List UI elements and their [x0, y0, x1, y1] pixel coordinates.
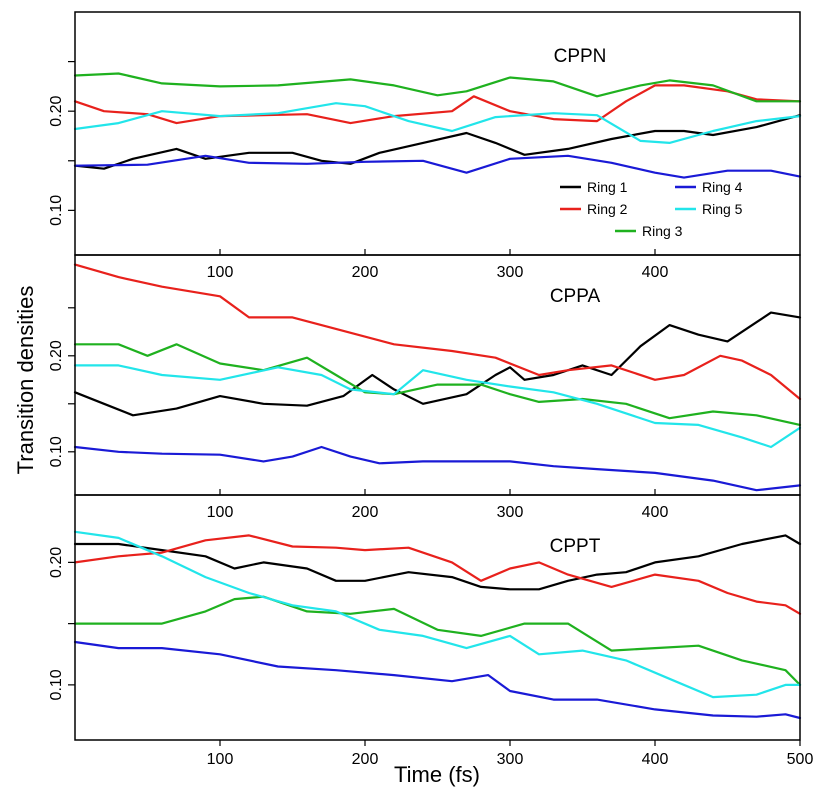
x-tick-label: 200 — [352, 751, 379, 768]
x-tick-label: 300 — [497, 504, 524, 521]
x-tick-label: 300 — [497, 264, 524, 281]
x-tick-label: 400 — [642, 264, 669, 281]
x-tick-label: 500 — [787, 751, 814, 768]
y-axis-label: Transition densities — [13, 286, 38, 475]
y-tick-label: 0.20 — [48, 340, 65, 371]
panel-cppn: 100 200 300 400 0.10 0.20 CPPN — [48, 11, 802, 281]
legend-label: Ring 2 — [587, 201, 628, 217]
series-line-ring-1 — [73, 114, 802, 170]
series-line-ring-3 — [73, 343, 802, 426]
series-line-ring-3 — [73, 595, 802, 686]
x-tick-label: 300 — [497, 751, 524, 768]
x-tick-label: 400 — [642, 751, 669, 768]
panel-title: CPPN — [554, 46, 607, 67]
y-tick-label: 0.10 — [48, 195, 65, 226]
series-line-ring-4 — [73, 445, 802, 492]
x-tick-label: 200 — [352, 264, 379, 281]
legend-label: Ring 3 — [642, 223, 683, 239]
y-tick-label: 0.20 — [48, 547, 65, 578]
series-line-ring-5 — [73, 102, 802, 144]
panel-title: CPPT — [550, 536, 601, 557]
panel-cppa: 100 200 300 400 0.10 0.20 CPPA — [48, 254, 802, 521]
series-line-ring-2 — [73, 84, 802, 125]
x-tick-label: 200 — [352, 504, 379, 521]
legend: Ring 1 Ring 2 Ring 3 Ring 4 Ring 5 — [560, 179, 743, 239]
series-line-ring-3 — [73, 72, 802, 103]
x-tick-label: 400 — [642, 504, 669, 521]
panel-cppt: 100 200 300 400 500 0.10 0.20 CPPT — [48, 494, 814, 768]
series-line-ring-2 — [73, 263, 802, 401]
panel-frame — [74, 11, 801, 256]
x-axis-label: Time (fs) — [394, 762, 480, 787]
x-tick-label: 100 — [207, 751, 234, 768]
series-line-ring-1 — [73, 311, 802, 417]
legend-label: Ring 4 — [702, 179, 743, 195]
panel-title: CPPA — [550, 286, 601, 307]
y-tick-label: 0.10 — [48, 436, 65, 467]
series-line-ring-5 — [73, 364, 802, 449]
y-tick-label: 0.10 — [48, 669, 65, 700]
panel-frame — [74, 494, 801, 741]
y-tick-label: 0.20 — [48, 96, 65, 127]
series-line-ring-4 — [73, 154, 802, 179]
legend-label: Ring 1 — [587, 179, 628, 195]
legend-label: Ring 5 — [702, 201, 743, 217]
series-line-ring-5 — [73, 530, 802, 699]
chart-panels: 100 200 300 400 0.10 0.20 CPPN 100 200 300 400 0.10… — [48, 11, 814, 768]
series-line-ring-4 — [73, 640, 802, 720]
x-tick-label: 100 — [207, 264, 234, 281]
x-tick-label: 100 — [207, 504, 234, 521]
series-line-ring-2 — [73, 534, 802, 615]
series-line-ring-1 — [73, 534, 802, 591]
